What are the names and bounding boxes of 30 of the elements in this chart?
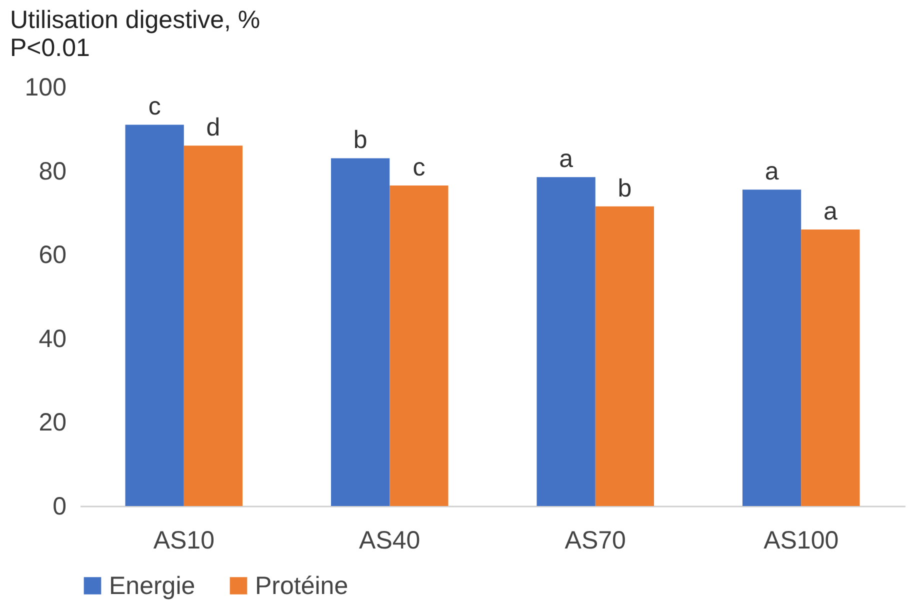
bar — [595, 206, 654, 506]
annotation: c — [148, 92, 161, 121]
bar — [125, 124, 184, 506]
x-tick-label: AS70 — [564, 526, 626, 554]
x-tick-label: AS10 — [153, 526, 214, 554]
annotation: a — [823, 197, 838, 226]
x-tick-label: AS40 — [359, 526, 420, 554]
annotation: b — [353, 126, 368, 154]
chart-subtitle: P<0.01 — [10, 34, 90, 62]
chart-title: Utilisation digestive, % — [10, 6, 260, 34]
annotation: c — [412, 153, 426, 182]
y-tick-label: 0 — [52, 492, 66, 520]
y-tick-label: 60 — [38, 241, 66, 270]
bar — [184, 146, 243, 506]
y-tick-label: 100 — [24, 74, 66, 102]
bar — [742, 190, 802, 506]
legend-label: Energie — [109, 572, 196, 600]
y-tick-label: 40 — [38, 324, 66, 353]
y-tick-label: 20 — [38, 408, 66, 437]
bar — [390, 185, 448, 506]
annotation: a — [764, 158, 779, 186]
x-tick-label: AS100 — [764, 526, 839, 554]
annotation: d — [206, 114, 220, 142]
annotation: b — [618, 174, 632, 202]
bar — [536, 177, 596, 506]
legend-label: Protéine — [255, 572, 348, 600]
y-tick-label: 80 — [38, 157, 66, 186]
bar — [801, 229, 860, 506]
bar — [331, 158, 390, 506]
annotation: a — [559, 145, 574, 174]
